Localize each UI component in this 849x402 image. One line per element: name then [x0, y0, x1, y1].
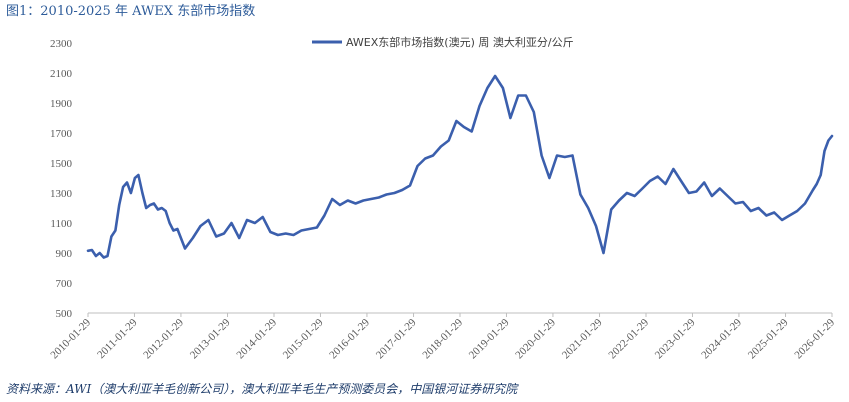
x-tick-label: 2025-01-29 [746, 316, 791, 361]
series-line [86, 74, 834, 259]
x-tick-label: 2014-01-29 [234, 316, 279, 361]
x-tick-label: 2015-01-29 [281, 316, 326, 361]
y-tick-label: 2100 [50, 68, 73, 80]
line-chart: 500 700 900 1100 1300 1500 1700 1900 2100 2300 201… [48, 35, 837, 361]
y-tick-label: 1900 [50, 98, 73, 110]
y-tick-label: 1500 [50, 158, 73, 170]
x-tick-label: 2010-01-29 [48, 316, 93, 361]
x-tick-label: 2017-01-29 [374, 316, 419, 361]
x-tick-label: 2016-01-29 [327, 316, 372, 361]
x-tick-label: 2018-01-29 [420, 316, 465, 361]
x-tick-label: 2012-01-29 [141, 316, 186, 361]
x-tick-label: 2019-01-29 [467, 316, 512, 361]
x-tick-label: 2021-01-29 [560, 316, 605, 361]
y-tick-label: 900 [56, 248, 73, 260]
y-tick-label: 2300 [50, 38, 73, 50]
y-tick-label: 700 [56, 278, 73, 290]
source-note: 资料来源：AWI（澳大利亚羊毛创新公司），澳大利亚羊毛生产预测委员会，中国银河证… [6, 382, 518, 396]
y-tick-label: 500 [56, 308, 73, 320]
x-tick-label: 2020-01-29 [513, 316, 558, 361]
y-tick-label: 1300 [50, 188, 73, 200]
x-tick-label: 2011-01-29 [95, 316, 140, 361]
chart-container: 500 700 900 1100 1300 1500 1700 1900 2100 2300 201… [0, 20, 849, 378]
x-tick-label: 2023-01-29 [653, 316, 698, 361]
x-tick-label: 2024-01-29 [699, 316, 744, 361]
y-tick-label: 1700 [50, 128, 73, 140]
x-tick-label: 2013-01-29 [188, 316, 233, 361]
legend-label: AWEX东部市场指数(澳元) 周 澳大利亚分/公斤 [346, 35, 574, 49]
x-tick-label: 2022-01-29 [606, 316, 651, 361]
figure-title: 图1：2010-2025 年 AWEX 东部市场指数 [6, 4, 256, 19]
x-tick-label: 2026-01-29 [792, 316, 837, 361]
y-tick-label: 1100 [50, 218, 72, 230]
